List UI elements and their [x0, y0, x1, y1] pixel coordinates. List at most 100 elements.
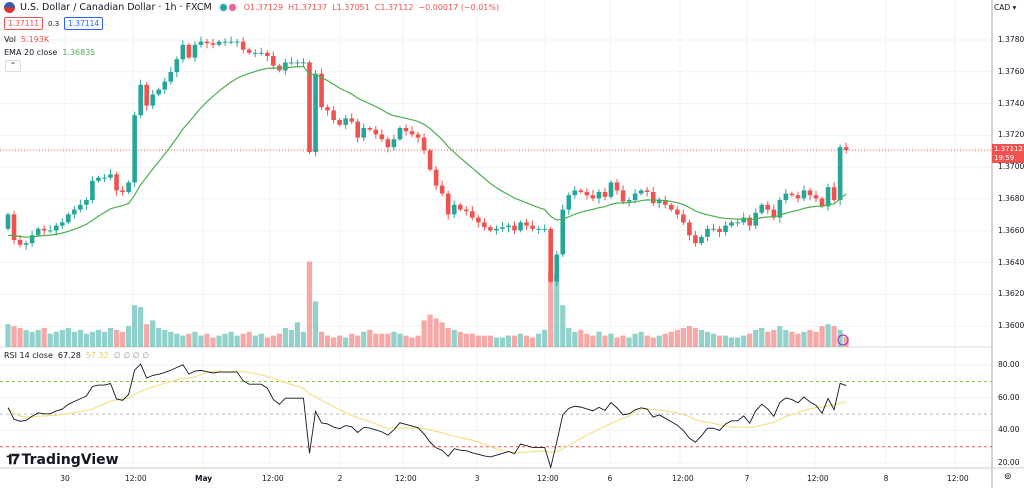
rsi-value: 67.28	[57, 351, 81, 360]
candle-body	[572, 190, 578, 196]
volume-bar	[246, 331, 252, 347]
time-tick: 12:00	[395, 474, 417, 483]
candle-body	[301, 62, 306, 64]
rsi-ma-line	[7, 370, 847, 454]
volume-bar	[656, 335, 662, 347]
volume-bar	[222, 333, 228, 347]
candle-body	[771, 209, 777, 218]
volume-bar	[735, 337, 741, 347]
volume-bar	[23, 329, 29, 347]
candle-body	[656, 200, 662, 204]
time-tick: 6	[607, 474, 613, 483]
volume-bar	[162, 329, 168, 347]
candle-body	[536, 228, 541, 230]
rsi-legend[interactable]: RSI 14 close 67.28 57.32 ∅ ∅ ∅ ∅	[4, 351, 149, 360]
volume-bar	[355, 335, 361, 347]
candle-body	[500, 227, 505, 229]
candle-body	[126, 182, 131, 192]
volume-bar	[421, 320, 427, 347]
candle-body	[53, 225, 59, 231]
volume-legend[interactable]: Vol 5.193K	[4, 35, 49, 44]
volume-bar	[451, 329, 457, 347]
flag-icon	[4, 2, 15, 13]
quote-row: 1.37111 0.3 1.37114	[4, 17, 104, 30]
candle-body	[385, 139, 391, 148]
collapse-legend-button[interactable]: ⌃	[5, 60, 21, 72]
time-tick: 12:00	[262, 474, 284, 483]
volume-bar	[29, 331, 35, 347]
volume-bar	[337, 335, 343, 347]
volume-bar	[783, 329, 789, 347]
volume-bar	[716, 335, 723, 347]
volume-bar	[789, 331, 795, 347]
candle-body	[512, 225, 517, 231]
volume-bar	[107, 328, 114, 347]
volume-bar	[83, 333, 89, 347]
candle-body	[488, 227, 493, 231]
candle-body	[608, 182, 614, 197]
currency-selector[interactable]: CAD ▾	[994, 3, 1017, 12]
volume-bar	[409, 337, 415, 347]
candle-body	[807, 190, 813, 196]
candle-body	[711, 228, 716, 230]
volume-bar	[385, 333, 391, 347]
volume-bar	[343, 337, 349, 347]
candle-body	[17, 240, 23, 245]
time-tick: 12:00	[672, 474, 694, 483]
volume-bar	[150, 320, 156, 347]
candle-body	[379, 134, 385, 140]
sell-button[interactable]: 1.37111	[4, 17, 44, 30]
candle-body	[216, 41, 222, 45]
volume-bar	[156, 328, 162, 347]
volume-bar	[837, 329, 843, 347]
volume-bar	[433, 318, 439, 347]
candle-body	[783, 193, 789, 200]
volume-bar	[638, 331, 644, 347]
rsi-ma-value: 57.32	[85, 351, 109, 360]
volume-bar	[602, 335, 608, 347]
volume-bar	[795, 333, 801, 347]
symbol-title[interactable]: U.S. Dollar / Canadian Dollar · 1h · FXC…	[20, 2, 212, 13]
candle-body	[813, 195, 819, 199]
rsi-label: RSI 14 close	[4, 351, 53, 360]
candle-body	[476, 217, 481, 223]
candle-body	[687, 222, 692, 236]
volume-bar	[204, 333, 210, 347]
tradingview-logo[interactable]: 𝟏𝟕 TradingView	[6, 452, 119, 468]
volume-bar	[101, 331, 108, 347]
rsi-tick: 40.00	[998, 425, 1020, 435]
candle-body	[114, 174, 119, 191]
rsi-tick: 20.00	[998, 458, 1020, 467]
volume-bar	[753, 329, 759, 347]
volume-bar	[65, 328, 71, 347]
vol-label: Vol	[4, 35, 16, 44]
tv-logo-icon: 𝟏𝟕	[6, 452, 20, 468]
settings-gear-icon[interactable]: ⊚	[1004, 472, 1012, 482]
ema-legend[interactable]: EMA 20 close 1.36835	[4, 48, 95, 57]
candle-body	[427, 150, 433, 170]
candle-body	[415, 134, 421, 138]
candle-body	[132, 115, 137, 183]
volume-bar	[373, 333, 379, 347]
status-dots[interactable]	[216, 3, 239, 12]
volume-bar	[240, 333, 246, 347]
candle-body	[331, 110, 336, 120]
buy-button[interactable]: 1.37114	[64, 17, 104, 30]
volume-bar	[843, 337, 849, 347]
price-tick: 1.36600	[998, 225, 1024, 235]
candle-body	[102, 177, 107, 179]
candle-body	[246, 49, 252, 53]
volume-bar	[560, 305, 566, 347]
volume-bar	[391, 331, 397, 347]
volume-bar	[5, 324, 11, 347]
volume-bar	[113, 329, 120, 347]
ema-label: EMA 20 close	[4, 48, 58, 57]
volume-bar	[11, 326, 17, 347]
current-price-label: 1.37112 19:59	[992, 144, 1024, 163]
volume-bar	[119, 331, 126, 347]
ohlc-low: L1.37051	[332, 3, 370, 12]
volume-bar	[397, 333, 403, 347]
volume-bar	[457, 331, 463, 347]
candle-body	[391, 139, 397, 148]
